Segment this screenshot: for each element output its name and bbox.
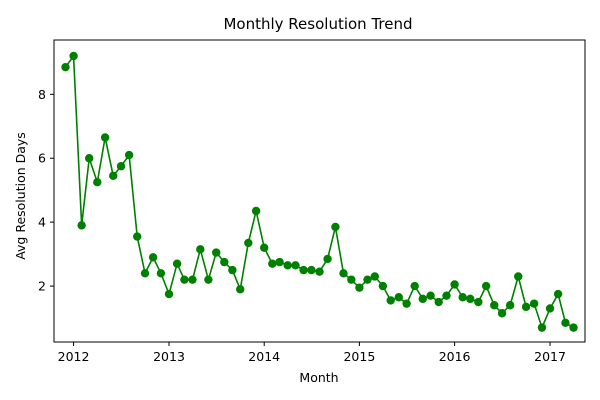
plot-frame bbox=[53, 39, 586, 343]
x-tick-label: 2015 bbox=[343, 349, 375, 364]
data-point bbox=[188, 275, 197, 284]
data-point bbox=[220, 257, 229, 267]
chart-title: Monthly Resolution Trend bbox=[223, 15, 412, 33]
data-point bbox=[355, 283, 364, 292]
data-point bbox=[236, 285, 245, 294]
y-tick-label: 2 bbox=[38, 279, 46, 294]
y-tick-label: 4 bbox=[38, 215, 46, 230]
data-point bbox=[481, 281, 491, 291]
data-point bbox=[251, 206, 261, 216]
data-point bbox=[299, 265, 308, 275]
data-point bbox=[529, 299, 539, 308]
data-point bbox=[331, 222, 340, 232]
y-tick-label: 6 bbox=[38, 151, 46, 166]
data-point bbox=[140, 269, 150, 278]
data-point bbox=[490, 301, 499, 310]
data-point bbox=[132, 232, 142, 241]
data-point bbox=[370, 272, 379, 281]
data-point bbox=[561, 318, 570, 328]
data-point bbox=[196, 245, 205, 254]
x-tick-label: 2017 bbox=[534, 349, 566, 364]
data-point bbox=[347, 275, 356, 284]
y-axis-label: Avg Resolution Days bbox=[13, 132, 28, 260]
data-point bbox=[497, 309, 507, 318]
data-point bbox=[410, 281, 419, 291]
data-point bbox=[85, 154, 94, 163]
data-point bbox=[553, 289, 563, 299]
data-point bbox=[172, 259, 182, 268]
data-point bbox=[77, 221, 86, 230]
x-tick-label: 2016 bbox=[439, 349, 471, 364]
data-point bbox=[569, 323, 578, 332]
data-point bbox=[474, 297, 483, 307]
data-point bbox=[505, 301, 515, 310]
data-point bbox=[418, 294, 427, 304]
data-point bbox=[450, 280, 459, 289]
data-point bbox=[466, 294, 475, 304]
data-point bbox=[156, 269, 166, 278]
data-point bbox=[514, 272, 523, 281]
data-point bbox=[426, 291, 435, 300]
data-point bbox=[164, 289, 174, 299]
data-point bbox=[402, 299, 411, 308]
data-point bbox=[315, 267, 324, 276]
data-point bbox=[323, 254, 332, 264]
data-point bbox=[307, 265, 316, 275]
data-point bbox=[434, 297, 443, 307]
x-tick-label: 2014 bbox=[248, 349, 280, 364]
data-point bbox=[394, 293, 403, 302]
data-point bbox=[363, 275, 372, 284]
x-axis-label: Month bbox=[299, 370, 338, 385]
data-point bbox=[212, 248, 221, 257]
data-point bbox=[93, 178, 102, 187]
data-point bbox=[116, 162, 126, 171]
data-point bbox=[180, 275, 189, 284]
plot-area: 2012 2013 2014 2015 2016 2017 2 4 6 8 bbox=[38, 39, 586, 364]
data-point bbox=[283, 261, 292, 270]
data-point bbox=[100, 133, 110, 142]
data-point bbox=[109, 171, 118, 181]
data-point bbox=[69, 51, 78, 61]
data-point bbox=[442, 291, 451, 300]
data-point bbox=[268, 259, 277, 268]
data-point bbox=[275, 257, 284, 267]
data-point bbox=[378, 281, 388, 291]
data-point bbox=[521, 302, 531, 312]
data-point bbox=[61, 62, 70, 72]
data-point bbox=[260, 243, 269, 252]
data-point bbox=[244, 238, 253, 248]
data-point bbox=[386, 296, 395, 305]
data-point bbox=[537, 323, 547, 332]
data-point bbox=[228, 265, 237, 275]
series-line bbox=[64, 53, 574, 330]
data-point bbox=[148, 253, 158, 262]
data-point bbox=[291, 261, 300, 270]
data-point bbox=[204, 275, 213, 284]
data-point bbox=[339, 269, 348, 278]
x-tick-label: 2013 bbox=[153, 349, 185, 364]
x-tick-label: 2012 bbox=[58, 349, 90, 364]
data-point bbox=[124, 150, 134, 160]
data-point bbox=[545, 304, 555, 313]
data-point bbox=[458, 293, 467, 302]
y-tick-label: 8 bbox=[38, 87, 46, 102]
